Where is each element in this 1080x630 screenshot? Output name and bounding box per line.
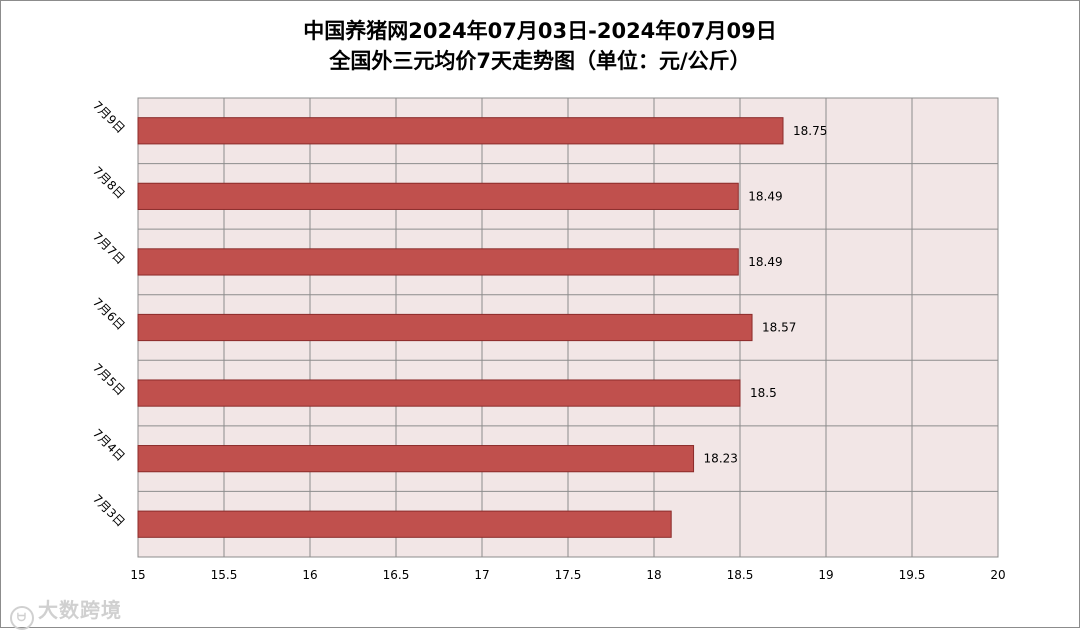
bar: [137, 182, 739, 210]
x-tick-label: 19: [818, 568, 833, 582]
y-tick-label: 7月3日: [90, 492, 128, 530]
watermark-logo-icon: ᗨ: [10, 606, 34, 630]
bar: [137, 248, 739, 276]
bar: [137, 379, 741, 407]
y-tick-label: 7月7日: [90, 229, 128, 267]
y-tick-label: 7月9日: [90, 98, 128, 136]
chart-title-line2: 全国外三元均价7天走势图（单位：元/公斤）: [329, 49, 751, 73]
data-label: 18.23: [704, 452, 738, 466]
watermark: ᗨ 大数跨境: [10, 594, 122, 630]
x-tick-label: 20: [990, 568, 1005, 582]
x-tick-label: 19.5: [899, 568, 926, 582]
watermark-text: 大数跨境: [38, 598, 122, 622]
y-tick-label: 7月8日: [90, 164, 128, 202]
chart-title: 中国养猪网2024年07月03日-2024年07月09日 全国外三元均价7天走势…: [0, 16, 1080, 76]
x-tick-label: 17.5: [555, 568, 582, 582]
x-tick-label: 17: [474, 568, 489, 582]
bar: [137, 510, 672, 538]
bar: [137, 445, 695, 473]
chart-title-line1: 中国养猪网2024年07月03日-2024年07月09日: [303, 19, 777, 43]
y-tick-label: 7月5日: [90, 361, 128, 399]
x-tick-label: 16: [302, 568, 317, 582]
bar: [137, 313, 753, 342]
x-tick-label: 15.5: [211, 568, 238, 582]
data-label: 18.49: [748, 255, 782, 269]
y-tick-label: 7月6日: [90, 295, 128, 333]
x-tick-label: 18: [646, 568, 661, 582]
x-tick-label: 18.5: [727, 568, 754, 582]
data-label: 18.57: [762, 321, 796, 335]
data-label: 18.49: [748, 189, 782, 203]
bar: [137, 117, 784, 145]
data-label: 18.5: [750, 386, 777, 400]
x-tick-label: 15: [130, 568, 145, 582]
y-tick-label: 7月4日: [90, 426, 128, 464]
x-tick-label: 16.5: [383, 568, 410, 582]
data-label: 18.75: [793, 124, 827, 138]
